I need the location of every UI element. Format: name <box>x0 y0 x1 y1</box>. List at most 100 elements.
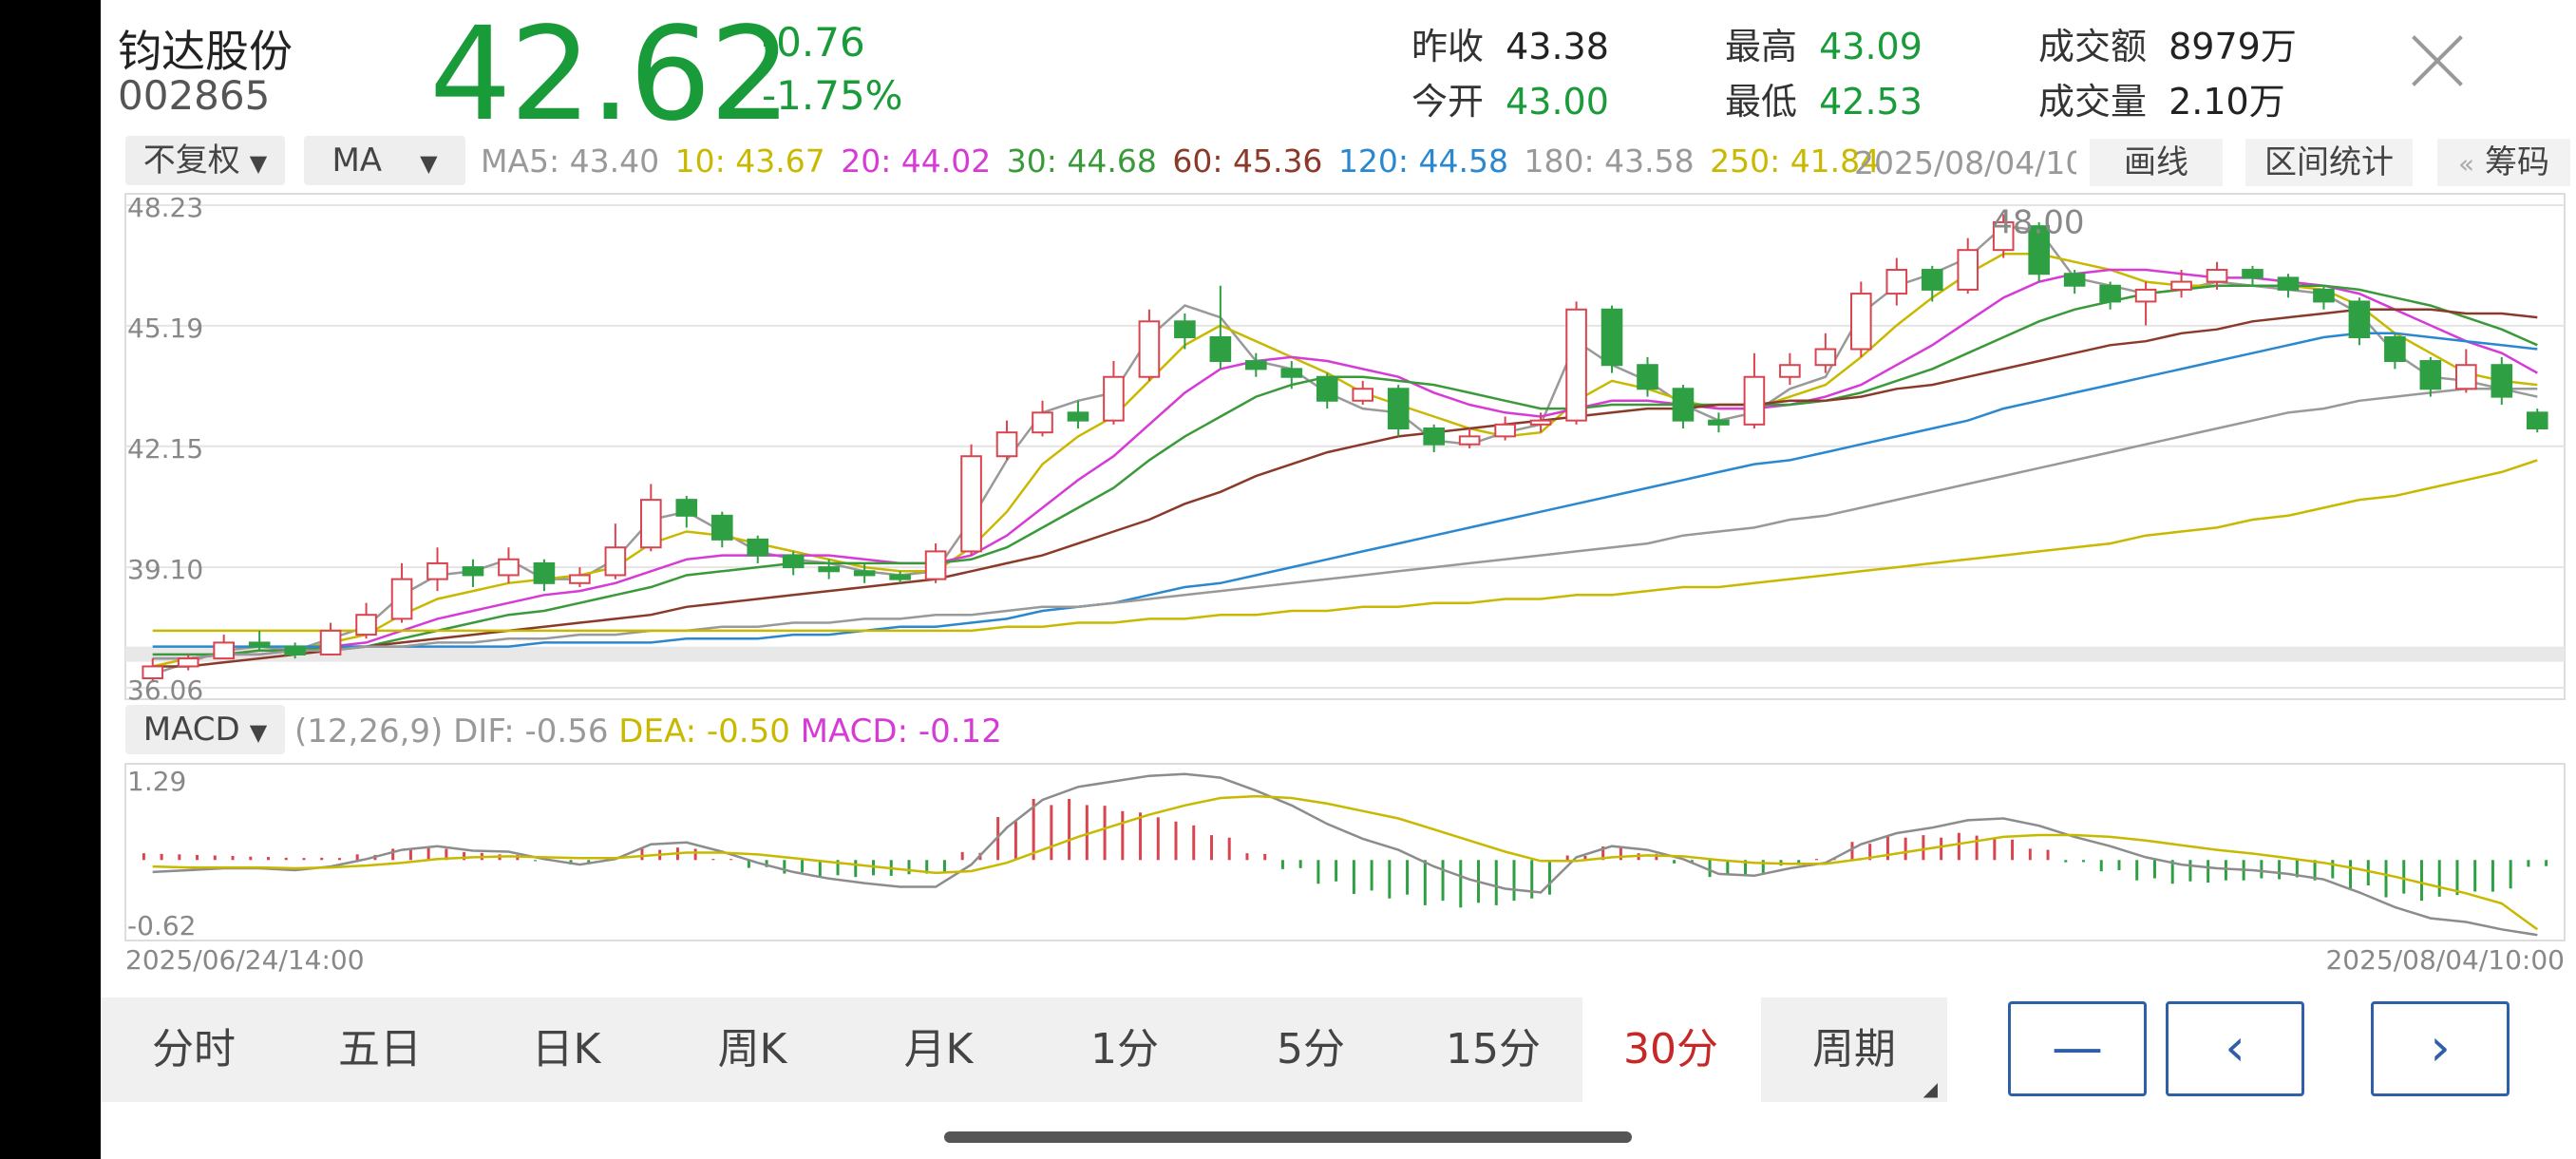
candle-down <box>889 574 911 580</box>
ma-line-ma60 <box>152 308 2538 668</box>
stat-turnover: 成交额 8979万 <box>2038 17 2297 69</box>
candle-up <box>569 574 591 584</box>
candle-down <box>1423 428 1445 446</box>
candle-down <box>2419 360 2442 390</box>
moving-average-lines <box>152 224 2538 675</box>
macd-y-tick-label: 1.29 <box>127 766 186 797</box>
range-stats-button[interactable]: 区间统计 <box>2245 139 2413 186</box>
tab-five-day[interactable]: 五日 <box>338 1025 422 1074</box>
stat-label: 今开 <box>1411 81 1485 123</box>
candle-down <box>2313 288 2335 303</box>
candle-down <box>2277 276 2300 291</box>
candle-up <box>1565 308 1587 422</box>
price-band <box>125 646 2565 662</box>
y-tick-label: 42.15 <box>127 433 203 465</box>
ma250-value: 250: 41.84 <box>1710 142 1881 180</box>
candle-up <box>1103 375 1125 422</box>
candle-down <box>1209 336 1232 363</box>
candle-down <box>1708 419 1730 426</box>
candle-down <box>248 641 271 648</box>
candle-down <box>853 570 876 577</box>
candle-down <box>2063 273 2086 287</box>
tab-weekly-k[interactable]: 周K <box>717 1025 787 1074</box>
ma30-value: 30: 44.68 <box>1006 142 1157 180</box>
chevron-down-icon: ▼ <box>420 150 438 177</box>
candle-down <box>462 566 484 577</box>
period-label: 周期 <box>1812 1025 1896 1074</box>
tab-intraday[interactable]: 分时 <box>152 1025 236 1074</box>
y-tick-label: 39.10 <box>127 554 203 585</box>
candle-down <box>1174 320 1196 339</box>
candle-down <box>782 554 805 569</box>
candle-down <box>2028 225 2050 276</box>
cursor-datetime: 2025/08/04/10 <box>1854 144 2076 181</box>
candle-down <box>1387 388 1410 430</box>
ma180-value: 180: 43.58 <box>1524 142 1695 180</box>
stat-volume: 成交量 2.10万 <box>2038 72 2285 124</box>
ma-line-ma30 <box>152 284 2538 656</box>
tab-5min[interactable]: 5分 <box>1277 1025 1345 1074</box>
candle-up <box>1529 419 1552 426</box>
candle-up <box>2134 288 2157 303</box>
x-axis-end-label: 2025/08/04/10:00 <box>2325 944 2565 976</box>
stat-label: 成交额 <box>2038 26 2148 67</box>
macd-grid <box>124 763 2566 941</box>
next-button[interactable]: › <box>2371 1001 2510 1096</box>
dea-value: DEA: -0.50 <box>618 712 790 750</box>
candle-up <box>2455 364 2477 390</box>
candle-down <box>284 645 306 656</box>
macd-lines <box>152 772 2539 937</box>
tab-30min[interactable]: 30分 <box>1582 998 1759 1102</box>
adjust-dropdown[interactable]: 不复权 ▼ <box>125 136 285 185</box>
candle-up <box>1814 348 1837 367</box>
candle-up <box>2206 269 2228 283</box>
indicator-dropdown[interactable]: MACD ▼ <box>125 705 285 754</box>
ma10-value: 10: 43.67 <box>674 142 825 180</box>
zoom-out-button[interactable]: — <box>2008 1001 2147 1096</box>
chips-button[interactable]: « 筹码 <box>2437 139 2570 186</box>
stat-high: 最高 43.09 <box>1725 17 1923 69</box>
period-dropdown[interactable]: 周期 ◢ <box>1761 998 1947 1102</box>
indicator-label: MACD <box>142 711 240 749</box>
ma-line-ma10 <box>152 253 2538 668</box>
candle-up <box>1138 320 1161 378</box>
period-tabs: 分时 五日 日K 周K 月K 1分 5分 15分 <box>101 998 1582 1102</box>
stat-value: 42.53 <box>1819 81 1923 123</box>
tab-daily-k[interactable]: 日K <box>531 1025 601 1074</box>
stat-label: 成交量 <box>2038 81 2148 123</box>
candle-down <box>1245 360 1267 370</box>
ma-dropdown[interactable]: MA ▼ <box>304 136 465 185</box>
ma20-value: 20: 44.02 <box>841 142 992 180</box>
candle-up <box>355 614 377 636</box>
tab-15min[interactable]: 15分 <box>1446 1025 1541 1074</box>
stat-value: 8979万 <box>2169 26 2297 67</box>
price-axis-labels: 48.23 45.19 42.15 39.10 36.06 48.00 <box>127 192 2085 706</box>
prev-button[interactable]: ‹ <box>2166 1001 2304 1096</box>
tab-1min[interactable]: 1分 <box>1090 1025 1159 1074</box>
macd-histogram <box>142 798 2548 908</box>
home-indicator <box>944 1131 1632 1143</box>
y-tick-label: 36.06 <box>127 674 203 706</box>
candle-down <box>1280 368 1303 378</box>
candle-down <box>818 566 840 573</box>
candle-up <box>319 629 342 656</box>
candle-up <box>960 455 982 553</box>
ma-line-ma120 <box>152 332 2538 648</box>
candle-down <box>1601 308 1623 367</box>
draw-line-button[interactable]: 画线 <box>2090 139 2223 186</box>
ma-line-ma180 <box>152 388 2538 660</box>
chips-label: 筹码 <box>2484 143 2549 181</box>
stat-value: 2.10万 <box>2169 81 2285 123</box>
candle-up <box>426 561 448 580</box>
ma120-value: 120: 44.58 <box>1337 142 1509 180</box>
ma-label: MA <box>331 142 383 180</box>
candle-down <box>533 561 556 584</box>
candle-up <box>213 641 235 660</box>
candle-up <box>1992 220 2015 252</box>
candle-up <box>1779 364 1801 378</box>
tab-monthly-k[interactable]: 月K <box>903 1025 974 1074</box>
chevron-down-icon: ▼ <box>249 719 268 746</box>
candle-down <box>2242 269 2263 279</box>
candle-up <box>142 665 164 679</box>
